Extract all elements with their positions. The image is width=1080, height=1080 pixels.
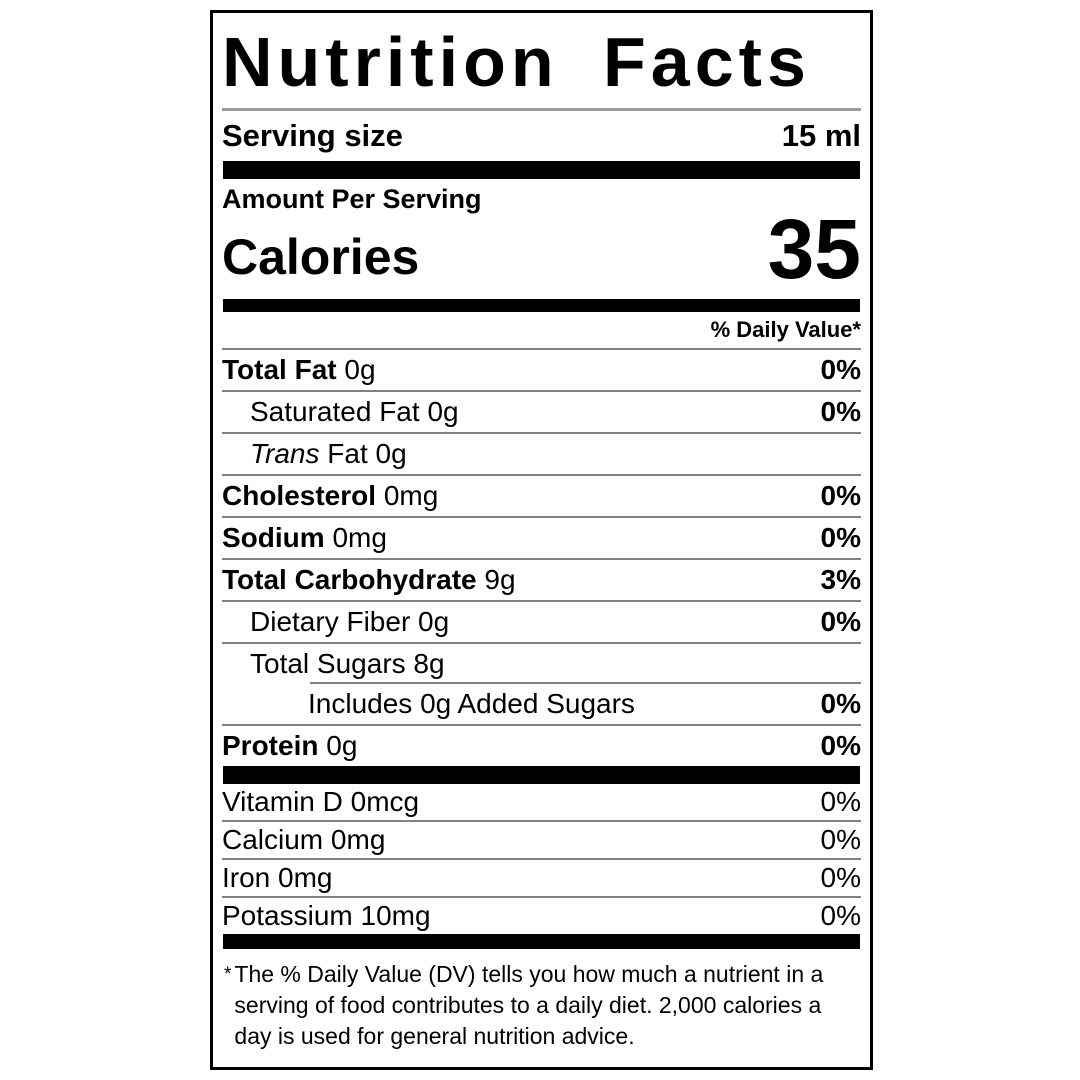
micronutrient-row-calcium: Calcium 0mg 0% — [222, 822, 861, 860]
nutrient-row-trans-fat: Trans Fat 0g — [222, 434, 861, 476]
daily-value-header: % Daily Value* — [222, 312, 861, 350]
nutrient-row-total-sugars: Total Sugars 8g — [222, 644, 861, 684]
nutrient-name-amount: Total Sugars 8g — [250, 647, 445, 679]
nutrition-facts-label: Nutrition Facts Serving size 15 ml Amoun… — [210, 10, 873, 1070]
nutrient-name-amount: Iron 0mg — [222, 861, 333, 893]
serving-size-row: Serving size 15 ml — [222, 111, 861, 161]
nutrient-dv: 0% — [820, 861, 861, 893]
nutrient-dv: 3% — [820, 563, 861, 595]
micronutrient-row-iron: Iron 0mg 0% — [222, 860, 861, 898]
nutrient-name-amount: Vitamin D 0mcg — [222, 785, 420, 817]
nutrient-name-amount: Sodium 0mg — [222, 521, 387, 553]
calories-row: Calories 35 — [222, 202, 861, 299]
nutrient-dv: 0% — [820, 479, 861, 511]
nutrient-dv: 0% — [820, 353, 861, 385]
medium-divider-bar — [223, 933, 860, 949]
label-title: Nutrition Facts — [222, 23, 811, 101]
nutrient-name-amount: Dietary Fiber 0g — [250, 605, 450, 637]
nutrient-name-amount: Trans Fat 0g — [250, 437, 407, 469]
nutrient-row-saturated-fat: Saturated Fat 0g 0% — [222, 392, 861, 434]
micronutrient-row-potassium: Potassium 10mg 0% — [222, 898, 861, 934]
calories-value: 35 — [767, 202, 861, 296]
nutrient-name-amount: Includes 0g Added Sugars — [308, 687, 635, 719]
footnote-asterisk: * — [224, 963, 232, 985]
nutrient-row-cholesterol: Cholesterol 0mg 0% — [222, 476, 861, 518]
micronutrient-row-vitamin-d: Vitamin D 0mcg 0% — [222, 784, 861, 822]
nutrient-name-amount: Calcium 0mg — [222, 823, 386, 855]
nutrient-name-amount: Cholesterol 0mg — [222, 479, 439, 511]
nutrient-name-amount: Potassium 10mg — [222, 899, 431, 931]
thick-divider-bar — [223, 161, 860, 179]
serving-size-label: Serving size — [222, 118, 403, 153]
nutrient-row-sodium: Sodium 0mg 0% — [222, 518, 861, 560]
nutrient-row-dietary-fiber: Dietary Fiber 0g 0% — [222, 602, 861, 644]
nutrient-dv: 0% — [820, 899, 861, 931]
thick-divider-bar — [223, 765, 860, 784]
nutrient-dv: 0% — [820, 521, 861, 553]
nutrient-row-total-fat: Total Fat 0g 0% — [222, 350, 861, 392]
title-divider — [222, 108, 861, 111]
footnote-text: The % Daily Value (DV) tells you how muc… — [234, 960, 824, 1049]
daily-value-footnote: * The % Daily Value (DV) tells you how m… — [222, 949, 861, 1052]
serving-size-value: 15 ml — [781, 118, 861, 153]
nutrient-row-added-sugars: Includes 0g Added Sugars 0% — [222, 684, 861, 726]
nutrient-name-amount: Total Carbohydrate 9g — [222, 563, 516, 595]
nutrient-row-protein: Protein 0g 0% — [222, 726, 861, 766]
nutrient-dv: 0% — [820, 785, 861, 817]
nutrient-name-amount: Total Fat 0g — [222, 353, 376, 385]
nutrient-dv: 0% — [820, 605, 861, 637]
calories-label: Calories — [222, 229, 420, 286]
amount-per-serving-label: Amount Per Serving — [222, 184, 482, 214]
nutrient-dv: 0% — [820, 729, 861, 761]
nutrient-dv: 0% — [820, 687, 861, 719]
nutrient-name-amount: Protein 0g — [222, 729, 358, 761]
nutrient-dv: 0% — [820, 823, 861, 855]
nutrient-dv: 0% — [820, 395, 861, 427]
nutrient-name-amount: Saturated Fat 0g — [250, 395, 459, 427]
nutrient-row-total-carbohydrate: Total Carbohydrate 9g 3% — [222, 560, 861, 602]
medium-divider-bar — [223, 298, 860, 312]
